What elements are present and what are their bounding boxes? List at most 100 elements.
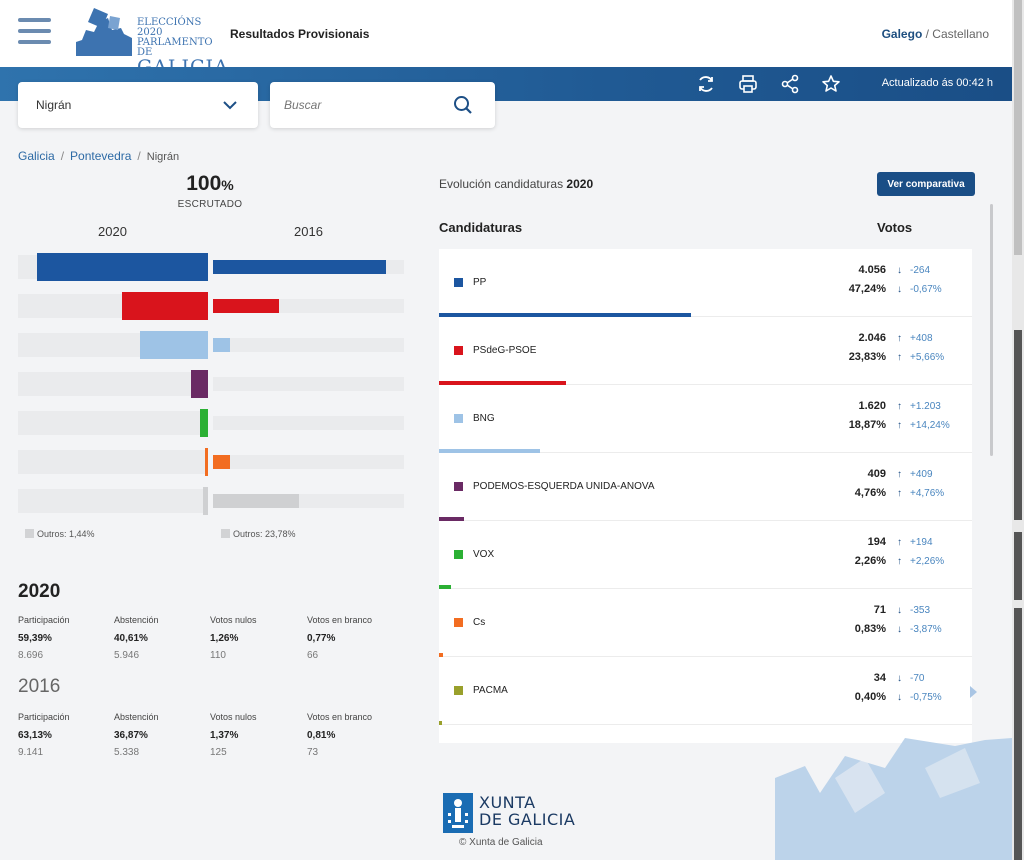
- scrutiny: 100% ESCRUTADO: [160, 172, 260, 210]
- menu-icon[interactable]: [18, 18, 51, 46]
- party-color-swatch: [454, 414, 463, 423]
- votes-delta-value: -353: [910, 605, 931, 616]
- bar-2016[interactable]: [213, 455, 230, 469]
- ballot-decoration: [775, 738, 1012, 860]
- breadcrumb: Galicia / Pontevedra / Nigrán: [18, 149, 179, 163]
- xunta-line-2: DE GALICIA: [479, 810, 576, 829]
- candidate-row[interactable]: PSdeG-PSOE 2.046 23,83% ↑ +408 ↑ +5,66%: [439, 317, 972, 385]
- bar-2016[interactable]: [213, 260, 386, 274]
- bar-2016[interactable]: [213, 494, 299, 508]
- page-header: ELECCIÓNS 2020 PARLAMENTO DE GALICIA Res…: [0, 0, 1012, 77]
- bar-track-2016: [213, 416, 404, 430]
- votes-delta: ↑ +194: [897, 537, 933, 548]
- party-share-bar: [439, 449, 540, 453]
- bar-2020[interactable]: [139, 331, 208, 359]
- bar-2020[interactable]: [199, 409, 208, 437]
- compare-button[interactable]: Ver comparativa: [877, 172, 975, 196]
- evolution-year: 2020: [566, 177, 594, 191]
- others-2016-label: Outros: 23,78%: [233, 529, 296, 539]
- page-title: Resultados Provisionais: [230, 27, 370, 41]
- stat-label: Participación: [18, 712, 70, 722]
- votes-delta: ↑ +409: [897, 469, 933, 480]
- copyright: © Xunta de Galicia: [459, 837, 543, 848]
- stat-count: 5.338: [114, 747, 140, 758]
- others-2016: Outros: 23,78%: [221, 529, 296, 539]
- stat-label: Votos en branco: [307, 712, 373, 722]
- votes-delta: ↓ -264: [897, 265, 930, 276]
- lang-castellano[interactable]: Castellano: [932, 27, 989, 41]
- votes-delta-value: +409: [910, 469, 933, 480]
- votes-delta-value: +1.203: [910, 401, 941, 412]
- print-icon[interactable]: [738, 74, 758, 94]
- party-share-bar: [439, 381, 566, 385]
- stat-percent: 59,39%: [18, 633, 52, 644]
- page-scrollbar[interactable]: [1012, 0, 1024, 860]
- party-color-swatch: [454, 278, 463, 287]
- party-name: Cs: [473, 617, 486, 628]
- party-percent: 2,26%: [854, 555, 886, 567]
- candidates-list[interactable]: PP 4.056 47,24% ↓ -264 ↓ -0,67% PSdeG-PSOE 2.046…: [439, 249, 972, 743]
- bar-track-2020: [18, 450, 208, 474]
- votes-delta: ↓ -70: [897, 673, 924, 684]
- party-share-bar: [439, 585, 452, 589]
- xunta-line-1: XUNTA: [479, 793, 536, 812]
- stat-count: 5.946: [114, 650, 140, 661]
- others-2020-label: Outros: 1,44%: [37, 529, 95, 539]
- percent-delta-value: +2,26%: [910, 556, 945, 567]
- bar-2020[interactable]: [202, 487, 208, 515]
- share-icon[interactable]: [780, 74, 800, 94]
- breadcrumb-galicia[interactable]: Galicia: [18, 149, 55, 163]
- search-icon[interactable]: [453, 95, 473, 115]
- others-swatch: [221, 529, 230, 538]
- stat-percent: 1,26%: [210, 633, 239, 644]
- chevron-right-icon[interactable]: [970, 686, 977, 698]
- municipality-select[interactable]: Nigrán: [18, 82, 258, 128]
- refresh-icon[interactable]: [696, 74, 716, 94]
- bar-2020[interactable]: [190, 370, 208, 398]
- evolution-label: Evolución candidaturas: [439, 177, 564, 191]
- breadcrumb-pontevedra[interactable]: Pontevedra: [70, 149, 132, 163]
- votes-delta-value: +408: [910, 333, 933, 344]
- party-name: PODEMOS-ESQUERDA UNIDA-ANOVA: [473, 481, 655, 492]
- bar-2016[interactable]: [213, 338, 230, 352]
- party-color-swatch: [454, 482, 463, 491]
- stats-year-2016: 2016: [18, 676, 61, 697]
- year-2016-label: 2016: [294, 224, 323, 239]
- arrow-up-icon: ↑: [897, 469, 902, 480]
- candidate-row[interactable]: BNG 1.620 18,87% ↑ +1.203 ↑ +14,24%: [439, 385, 972, 453]
- bar-2020[interactable]: [205, 448, 208, 476]
- bar-2020[interactable]: [121, 292, 208, 320]
- candidate-row[interactable]: PODEMOS-ESQUERDA UNIDA-ANOVA 409 4,76% ↑ +40…: [439, 453, 972, 521]
- stat-label: Participación: [18, 615, 70, 625]
- party-share-bar: [439, 517, 465, 521]
- page-scrollbar-thumb[interactable]: [1014, 0, 1022, 255]
- bar-track-2016: [213, 338, 404, 352]
- party-name: PSdeG-PSOE: [473, 345, 537, 356]
- comparison-row: [18, 253, 404, 281]
- percent-delta-value: +14,24%: [910, 420, 950, 431]
- stats-year-2020: 2020: [18, 581, 61, 602]
- candidate-row[interactable]: Cs 71 0,83% ↓ -353 ↓ -3,87%: [439, 589, 972, 657]
- votes-delta: ↑ +408: [897, 333, 933, 344]
- list-scrollbar[interactable]: [990, 204, 993, 456]
- party-color-swatch: [454, 550, 463, 559]
- search-input[interactable]: [284, 94, 444, 116]
- stat-percent: 63,13%: [18, 730, 52, 741]
- stat-percent: 0,77%: [307, 633, 336, 644]
- arrow-down-icon: ↓: [897, 265, 902, 276]
- elections-logo[interactable]: ELECCIÓNS 2020 PARLAMENTO DE GALICIA: [74, 8, 228, 77]
- candidate-row[interactable]: PACMA 34 0,40% ↓ -70 ↓ -0,75%: [439, 657, 972, 725]
- bar-track-2020: [18, 372, 208, 396]
- page-scrollbar-segment: [1014, 532, 1022, 600]
- arrow-up-icon: ↑: [897, 352, 902, 363]
- lang-galego[interactable]: Galego: [881, 27, 923, 41]
- party-name: BNG: [473, 413, 495, 424]
- bar-2020[interactable]: [37, 253, 208, 281]
- percent-delta: ↓ -3,87%: [897, 624, 942, 635]
- percent-delta: ↑ +5,66%: [897, 352, 944, 363]
- candidate-row[interactable]: VOX 194 2,26% ↑ +194 ↑ +2,26%: [439, 521, 972, 589]
- party-name: PP: [473, 277, 487, 288]
- star-icon[interactable]: [821, 74, 841, 94]
- candidate-row[interactable]: PP 4.056 47,24% ↓ -264 ↓ -0,67%: [439, 249, 972, 317]
- bar-2016[interactable]: [213, 299, 279, 313]
